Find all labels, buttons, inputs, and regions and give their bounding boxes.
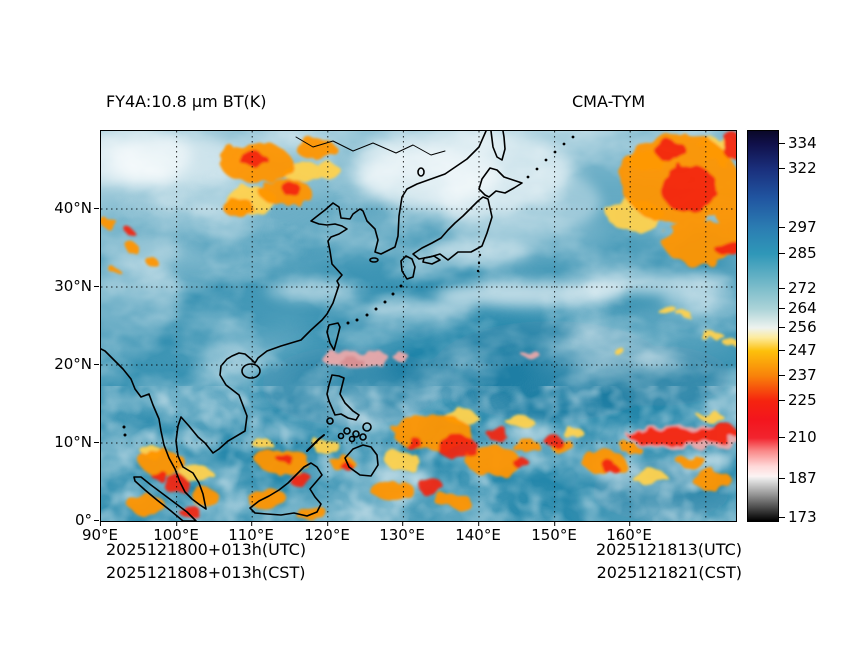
colorbar-gradient	[747, 130, 779, 522]
colorbar-tick-label: 210	[779, 428, 817, 446]
borneo	[249, 462, 323, 517]
x-tick-label: 160°E	[606, 521, 652, 544]
colorbar-tick-label: 297	[779, 218, 817, 236]
mainland-asia-coast	[101, 131, 487, 510]
sakhalin-coast	[490, 131, 506, 161]
satellite-map	[100, 130, 737, 522]
timestamp-left: 2025121800+013h(UTC) 2025121808+013h(CST…	[106, 538, 306, 584]
init-time-cst: 2025121808+013h(CST)	[106, 563, 306, 582]
x-tick-label: 100°E	[153, 521, 199, 544]
palawan	[306, 434, 325, 452]
x-tick-label: 120°E	[304, 521, 350, 544]
plot-title-right: CMA-TYM	[572, 92, 646, 111]
kyushu	[400, 255, 416, 280]
y-tick-label: 20°N	[20, 355, 99, 373]
init-time-utc: 2025121800+013h(UTC)	[106, 540, 307, 559]
x-tick-label: 150°E	[531, 521, 577, 544]
y-tick-label: 30°N	[20, 277, 99, 295]
lake-khanka	[417, 167, 425, 177]
y-tick-label: 40°N	[20, 199, 99, 217]
colorbar-tick-label: 256	[779, 318, 817, 336]
colorbar-tick-label: 247	[779, 341, 817, 359]
grid-lines	[101, 131, 736, 521]
colorbar-tick-label: 187	[779, 469, 817, 487]
visayas-islands	[326, 417, 372, 443]
valid-time-utc: 2025121813(UTC)	[596, 540, 742, 559]
colorbar-tick-label: 285	[779, 244, 817, 262]
amur-river	[295, 136, 446, 156]
jeju	[369, 257, 379, 263]
colorbar-tick-label: 272	[779, 279, 817, 297]
sumatra	[133, 476, 197, 521]
colorbar-tick-label: 173	[779, 508, 817, 526]
x-tick-label: 130°E	[379, 521, 425, 544]
satellite-image	[101, 131, 736, 521]
colorbar-tick-label: 322	[779, 159, 817, 177]
plot-title-left: FY4A:10.8 μm BT(K)	[106, 92, 267, 111]
mindanao	[344, 444, 379, 477]
taiwan	[326, 322, 341, 351]
colorbar-tick-label: 334	[779, 134, 817, 152]
colorbar-tick-label: 264	[779, 299, 817, 317]
honshu	[412, 196, 493, 261]
timestamp-right: 2025121813(UTC) 2025121821(CST)	[596, 538, 742, 584]
coastlines	[101, 131, 575, 521]
y-tick-label: 0°	[20, 511, 99, 529]
y-tick-label: 10°N	[20, 433, 99, 451]
hokkaido	[478, 167, 523, 198]
colorbar-tick-label: 237	[779, 366, 817, 384]
x-tick-label: 140°E	[455, 521, 501, 544]
convection-overlay	[101, 132, 736, 521]
x-tick-label: 90°E	[81, 521, 119, 544]
luzon	[326, 374, 360, 421]
hainan	[241, 363, 261, 379]
small-island-chains	[122, 135, 575, 437]
colorbar-tick-label: 225	[779, 391, 817, 409]
shikoku	[422, 255, 441, 265]
convection-orange	[101, 133, 736, 521]
x-tick-label: 110°E	[228, 521, 274, 544]
valid-time-cst: 2025121821(CST)	[596, 563, 742, 582]
